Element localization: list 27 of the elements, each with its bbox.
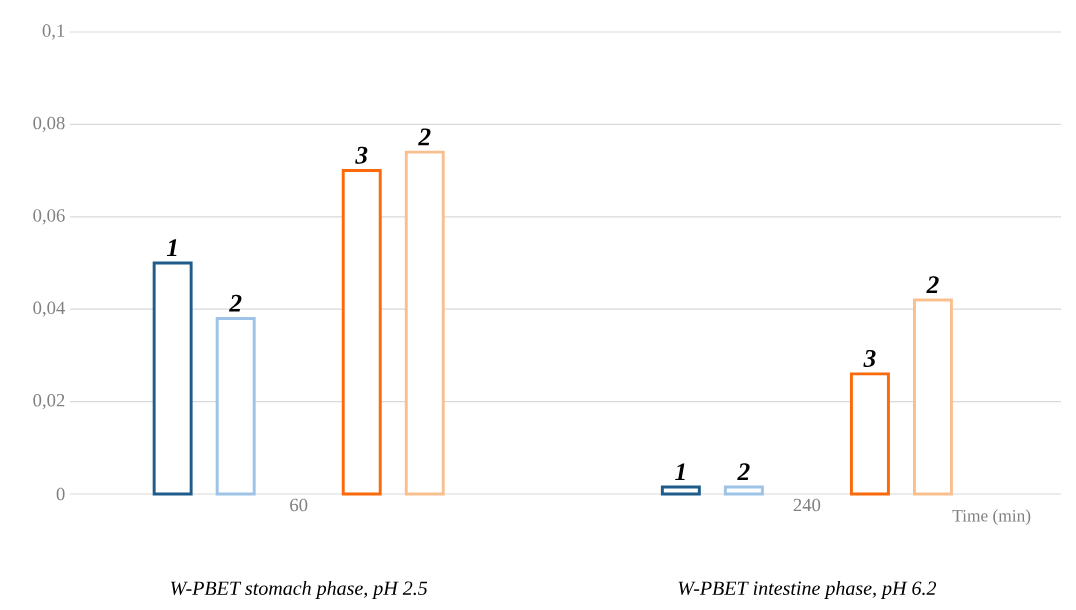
x-tick-label: 240: [793, 498, 821, 512]
bar: [215, 316, 256, 496]
series-label: 2: [229, 294, 242, 312]
bar: [660, 485, 701, 496]
series-label: 1: [166, 239, 177, 257]
x-tick-label: 60: [290, 498, 308, 512]
text: W-PBET stomach phase, pH 2.5: [170, 580, 428, 600]
text: 2: [926, 276, 939, 294]
bar: [404, 150, 445, 496]
bar: [723, 485, 764, 496]
text: W-PBET intestine phase, pH 6.2: [678, 580, 937, 600]
text: 2: [737, 463, 750, 481]
series-label: 3: [355, 146, 368, 164]
y-tick-label: 0,1: [42, 24, 65, 40]
bar: [849, 372, 890, 496]
y-tick-label: 0,08: [33, 116, 65, 133]
text: 3: [863, 349, 876, 367]
y-tick-label: 0,04: [33, 301, 66, 317]
series-label: 2: [418, 128, 431, 146]
bar: [912, 298, 953, 496]
y-tick-label: 0: [56, 487, 65, 501]
x-axis-title: Time (min): [952, 509, 1031, 526]
y-tick-label: 0,06: [33, 209, 65, 225]
y-tick-label: 0,02: [33, 393, 65, 410]
text: 1: [675, 463, 685, 481]
bar: [152, 261, 193, 496]
bar: [341, 169, 382, 496]
